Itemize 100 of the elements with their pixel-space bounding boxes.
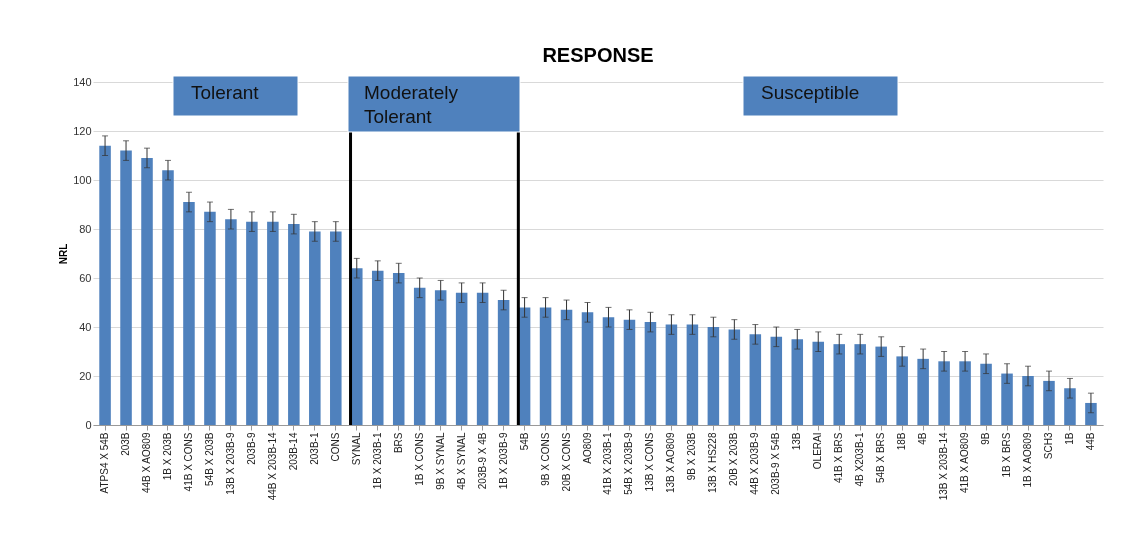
x-tick-label: 54B X BRS bbox=[875, 432, 887, 484]
bar bbox=[497, 300, 510, 425]
x-tick-label: 18B bbox=[896, 432, 908, 451]
bar bbox=[581, 312, 594, 425]
x-tick-label: 54B X 203B bbox=[203, 432, 215, 486]
bar bbox=[309, 231, 321, 425]
x-tick-label: 1B X CONS bbox=[413, 432, 425, 486]
x-tick-label: 54B X 203B-9 bbox=[623, 432, 635, 495]
x-tick-label: 1B X AO809 bbox=[1022, 432, 1034, 488]
bar bbox=[770, 336, 783, 425]
bar bbox=[99, 145, 111, 425]
y-tick-label: 140 bbox=[73, 75, 92, 88]
x-tick-label: 9B X SYNAL bbox=[434, 432, 446, 490]
bar bbox=[1064, 388, 1076, 425]
x-tick-label: CONS bbox=[329, 432, 341, 462]
x-tick-label: 4B bbox=[917, 432, 929, 445]
x-tick-label: 13B X HS228 bbox=[707, 432, 719, 494]
y-tick-label: 20 bbox=[79, 369, 92, 382]
bar bbox=[665, 324, 678, 425]
bar bbox=[560, 309, 573, 425]
bar bbox=[791, 339, 804, 425]
bar bbox=[686, 324, 699, 425]
bar bbox=[246, 221, 258, 425]
y-tick-label: 0 bbox=[85, 418, 92, 431]
bar bbox=[1085, 402, 1097, 425]
y-tick-label: 100 bbox=[73, 173, 92, 186]
bar bbox=[476, 292, 489, 425]
bar bbox=[225, 219, 237, 425]
bar bbox=[162, 170, 174, 425]
y-tick-label: 80 bbox=[79, 222, 92, 235]
x-tick-label: 9B bbox=[980, 432, 992, 445]
x-tick-label: 13B X 203B-14 bbox=[938, 432, 950, 501]
x-tick-label: 203B bbox=[120, 432, 132, 456]
bar bbox=[1001, 373, 1013, 425]
x-tick-label: ATPS4 X 54B bbox=[99, 432, 111, 494]
bar bbox=[413, 287, 426, 425]
y-tick-label: 60 bbox=[79, 271, 92, 284]
x-tick-label: 203B-9 bbox=[245, 432, 257, 465]
bar bbox=[141, 157, 153, 425]
x-tick-label: 44B X 203B-9 bbox=[749, 432, 761, 495]
bar bbox=[330, 231, 342, 425]
x-tick-label: 13B X 203B-9 bbox=[224, 432, 236, 495]
x-tick-label: OLERAI bbox=[812, 432, 824, 470]
x-tick-label: 44B X 203B-14 bbox=[266, 432, 278, 501]
annotation: Susceptible bbox=[761, 82, 860, 103]
annotation: Tolerant bbox=[191, 82, 260, 103]
x-tick-label: 4B X SYNAL bbox=[455, 432, 467, 490]
x-tick-label: 13B X CONS bbox=[644, 432, 656, 492]
bar bbox=[455, 292, 468, 425]
x-tick-label: 203B-9 X 4B bbox=[476, 432, 488, 490]
bar bbox=[959, 361, 971, 425]
bar bbox=[623, 319, 636, 425]
x-tick-label: 1B X 203B-1 bbox=[371, 432, 383, 490]
x-tick-label: 41B X CONS bbox=[182, 432, 194, 492]
bar bbox=[120, 150, 132, 425]
bar bbox=[917, 358, 929, 425]
bar bbox=[707, 327, 720, 425]
bar bbox=[204, 211, 216, 425]
x-tick-label: 13B X AO809 bbox=[665, 432, 677, 494]
x-tick-label: 13B bbox=[791, 432, 803, 451]
bar bbox=[288, 224, 300, 425]
x-tick-label: 54B bbox=[518, 432, 530, 451]
annotation: Moderately Tolerant bbox=[364, 82, 459, 127]
x-tick-label: 4B X203B-1 bbox=[854, 432, 866, 487]
x-tick-label: 203B-9 X 54B bbox=[770, 432, 782, 495]
x-tick-label: AO809 bbox=[581, 432, 593, 464]
bar bbox=[392, 273, 405, 425]
x-tick-label: 203B-1 bbox=[308, 432, 320, 465]
bar bbox=[183, 202, 195, 425]
bar bbox=[896, 356, 908, 425]
x-tick-label: 1B X 203B-9 bbox=[497, 432, 509, 490]
x-tick-label: 9B X 203B bbox=[686, 432, 698, 481]
bar bbox=[1022, 376, 1034, 425]
x-tick-label: BRS bbox=[392, 432, 404, 454]
bar bbox=[1043, 380, 1055, 425]
x-tick-label: 20B X CONS bbox=[560, 432, 572, 492]
chart-title: RESPONSE bbox=[542, 43, 654, 66]
bar bbox=[434, 290, 447, 425]
x-tick-label: 9B X CONS bbox=[539, 432, 551, 486]
x-tick-label: 20B X 203B bbox=[728, 432, 740, 486]
bar bbox=[728, 329, 741, 425]
bar bbox=[854, 344, 866, 425]
bar bbox=[267, 221, 279, 425]
bar bbox=[371, 270, 384, 425]
x-tick-label: 41B X AO809 bbox=[959, 432, 971, 494]
x-tick-label: 1B X BRS bbox=[1001, 432, 1013, 478]
x-tick-label: 203B-14 bbox=[287, 432, 299, 471]
x-tick-label: SYNAL bbox=[350, 432, 362, 466]
bar bbox=[980, 363, 992, 425]
x-tick-label: 1B X 203B bbox=[161, 432, 173, 481]
y-axis-title: NRL bbox=[58, 243, 70, 265]
x-tick-label: 41B X BRS bbox=[833, 432, 845, 484]
bar bbox=[875, 346, 887, 425]
y-tick-label: 120 bbox=[73, 124, 92, 137]
y-tick-label: 40 bbox=[79, 320, 92, 333]
bar bbox=[749, 334, 762, 425]
bar bbox=[833, 344, 845, 425]
bar bbox=[938, 361, 950, 425]
bar bbox=[539, 307, 552, 425]
x-tick-label: 44B X AO809 bbox=[141, 432, 153, 494]
